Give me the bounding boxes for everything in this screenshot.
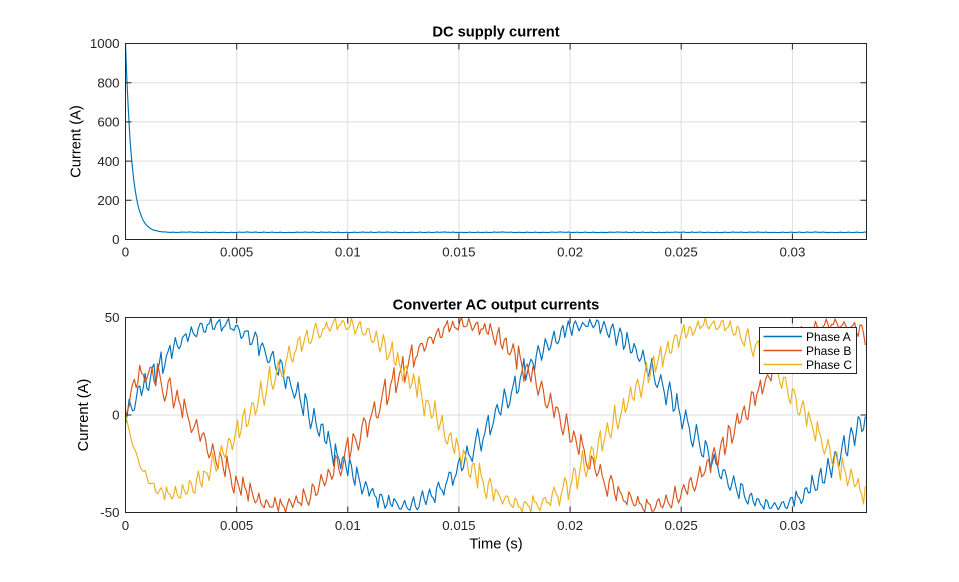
svg-text:0.005: 0.005: [220, 244, 253, 259]
svg-text:0.02: 0.02: [557, 518, 583, 533]
svg-text:1000: 1000: [90, 36, 120, 51]
svg-text:0.005: 0.005: [220, 518, 253, 533]
svg-text:0: 0: [112, 408, 119, 423]
svg-text:0.03: 0.03: [779, 244, 805, 259]
svg-text:0.015: 0.015: [442, 518, 475, 533]
svg-text:Current (A): Current (A): [69, 105, 85, 178]
svg-text:Phase A: Phase A: [806, 330, 851, 344]
svg-text:Phase C: Phase C: [806, 358, 852, 372]
svg-text:200: 200: [97, 193, 119, 208]
svg-text:0.025: 0.025: [665, 518, 698, 533]
svg-text:0: 0: [122, 244, 129, 259]
svg-text:0.02: 0.02: [557, 244, 583, 259]
svg-text:Phase B: Phase B: [806, 344, 851, 358]
svg-text:0.025: 0.025: [665, 244, 698, 259]
svg-text:0.015: 0.015: [442, 244, 475, 259]
svg-text:0.01: 0.01: [335, 518, 361, 533]
svg-text:800: 800: [97, 75, 119, 90]
svg-text:0.03: 0.03: [779, 518, 805, 533]
svg-text:DC supply current: DC supply current: [432, 24, 559, 40]
svg-text:0: 0: [122, 518, 129, 533]
svg-text:400: 400: [97, 154, 119, 169]
svg-text:0: 0: [112, 232, 119, 247]
svg-text:Time (s): Time (s): [469, 537, 522, 553]
svg-text:Current (A): Current (A): [76, 379, 92, 452]
svg-text:-50: -50: [100, 505, 119, 520]
svg-text:Converter AC output currents: Converter AC output currents: [393, 297, 600, 313]
svg-text:0.01: 0.01: [335, 244, 361, 259]
svg-text:600: 600: [97, 115, 119, 130]
svg-text:50: 50: [105, 310, 120, 325]
